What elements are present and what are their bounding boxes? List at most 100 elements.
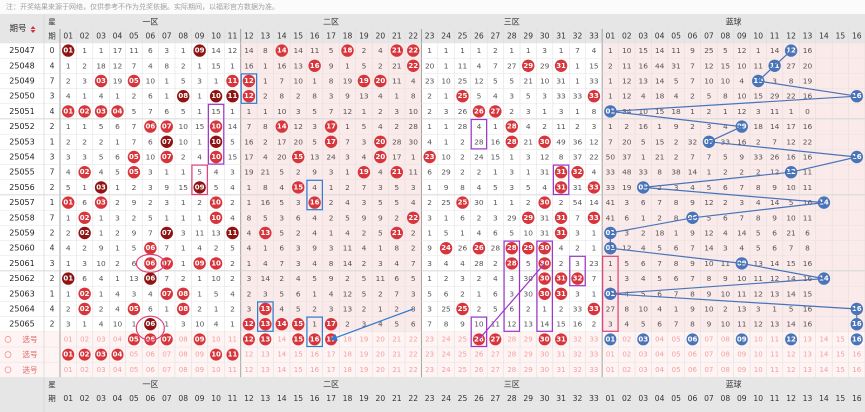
table-row: 25063 1 1 02 1 4 3 4 07 08 1 5 4 2 3 5 6 1 4 12 5 2 7 3 5 6 2 1 6 3 30… — [9, 287, 812, 300]
column-number: 06 — [688, 394, 698, 403]
miss-count: 3 — [296, 259, 301, 268]
picked-red-ball[interactable] — [489, 333, 502, 346]
miss-count: 10 — [704, 259, 714, 268]
miss-count: 1 — [82, 92, 87, 101]
miss-count: 16 — [261, 198, 271, 207]
pick-row[interactable]: 选号 01 02 03 04 05 06 07 08 09 10 11 12 13 14 15 16 17 18 19… — [4, 348, 862, 361]
pick-number: 27 — [491, 366, 500, 374]
miss-count: 8 — [312, 92, 317, 101]
sort-arrow-icon[interactable] — [30, 26, 36, 33]
picked-red-ball[interactable] — [226, 348, 239, 361]
picked-blue-ball[interactable] — [735, 333, 748, 346]
picked-red-ball[interactable] — [111, 348, 124, 361]
blue-trend-line — [609, 50, 858, 325]
column-number: 23 — [425, 32, 435, 41]
picked-red-ball[interactable] — [160, 333, 173, 346]
miss-count: 2 — [230, 259, 235, 268]
red-ball — [177, 90, 190, 103]
picked-red-ball[interactable] — [127, 333, 140, 346]
miss-count: 2 — [181, 61, 186, 70]
column-number: 11 — [770, 394, 780, 403]
picked-red-ball[interactable] — [144, 333, 157, 346]
column-number: 04 — [655, 32, 665, 41]
picked-blue-ball[interactable] — [637, 333, 650, 346]
miss-count: 38 — [671, 168, 681, 177]
miss-count: 23 — [589, 259, 599, 268]
picked-red-ball[interactable] — [308, 333, 321, 346]
miss-count: 2 — [690, 122, 695, 131]
picked-red-ball[interactable] — [292, 333, 305, 346]
miss-count: 9 — [99, 244, 104, 253]
highlight-ellipse — [135, 253, 165, 273]
highlight-box — [536, 240, 553, 332]
miss-count: 7 — [707, 153, 712, 162]
picked-red-ball[interactable] — [193, 333, 206, 346]
miss-count: 7 — [279, 259, 284, 268]
miss-count: 7 — [608, 137, 613, 146]
picked-red-ball[interactable] — [259, 333, 272, 346]
ball-number: 14 — [277, 123, 287, 131]
column-number: 33 — [589, 32, 599, 41]
table-row: 25051 4 01 02 03 04 5 7 6 5 1 15 1 1 1 10 3 5 7 12 1 2 3 10 2 3 26… — [9, 105, 810, 118]
miss-count: 3 — [394, 107, 399, 116]
star-value: 4 — [50, 107, 55, 116]
picked-red-ball[interactable] — [62, 348, 75, 361]
miss-count: 7 — [657, 198, 662, 207]
miss-count: 7 — [789, 244, 794, 253]
picked-red-ball[interactable] — [78, 348, 91, 361]
issue-number: 25053 — [9, 137, 34, 146]
pick-radio-icon[interactable] — [4, 366, 12, 374]
picked-blue-ball[interactable] — [785, 333, 798, 346]
miss-count: 2 — [82, 137, 87, 146]
pick-number: 09 — [737, 335, 747, 343]
picked-blue-ball[interactable] — [604, 333, 617, 346]
picked-blue-ball[interactable] — [686, 333, 699, 346]
miss-count: 1 — [592, 229, 597, 238]
picked-blue-ball[interactable] — [850, 333, 863, 346]
miss-count: 8 — [624, 305, 629, 314]
pick-row[interactable]: 选号 01 02 03 04 05 06 07 08 09 10 11 12 13 14 15 16 17 18 19… — [4, 364, 862, 374]
annotation-arrow — [478, 263, 546, 340]
pick-radio-icon[interactable] — [4, 351, 12, 358]
miss-count: 24 — [326, 153, 336, 162]
miss-count: 1 — [674, 305, 679, 314]
red-ball — [160, 120, 173, 133]
pick-number: 08 — [179, 366, 188, 374]
ball-number: 23 — [425, 153, 435, 161]
ball-number: 06 — [145, 275, 155, 283]
pick-label: 选号 — [22, 334, 38, 344]
issue-number: 25065 — [9, 320, 34, 329]
pick-row[interactable]: 选号 01 02 03 04 05 06 07 08 09 10 11 12 13 14 15 16 17 18 19… — [4, 333, 863, 346]
pick-number: 12 — [244, 335, 254, 343]
miss-count: 6 — [772, 244, 777, 253]
pick-number: 12 — [244, 366, 253, 374]
picked-red-ball[interactable] — [538, 333, 551, 346]
picked-red-ball[interactable] — [555, 333, 568, 346]
miss-count: 10 — [786, 213, 796, 222]
red-ball — [275, 318, 288, 331]
miss-count: 1 — [444, 213, 449, 222]
miss-count: 2 — [296, 92, 301, 101]
miss-count: 11 — [770, 107, 780, 116]
red-ball — [242, 90, 256, 103]
miss-count: 5 — [624, 259, 629, 268]
miss-count: 1 — [329, 183, 334, 192]
pick-number: 07 — [162, 366, 171, 374]
picked-red-ball[interactable] — [242, 333, 255, 346]
column-number: 01 — [606, 394, 616, 403]
pick-number: 04 — [113, 351, 123, 359]
miss-count: 2 — [132, 183, 137, 192]
miss-count: 8 — [559, 153, 564, 162]
pick-number: 07 — [704, 351, 713, 359]
ball-number: 10 — [211, 199, 221, 207]
miss-count: 4 — [197, 244, 202, 253]
miss-count: 1 — [345, 168, 350, 177]
pick-number: 08 — [179, 351, 188, 359]
miss-count: 5 — [148, 213, 153, 222]
pick-radio-icon[interactable] — [4, 336, 12, 343]
picked-red-ball[interactable] — [210, 348, 223, 361]
picked-red-ball[interactable] — [95, 348, 108, 361]
red-ball — [62, 272, 75, 285]
miss-count: 3 — [723, 244, 728, 253]
miss-count: 2 — [493, 259, 498, 268]
